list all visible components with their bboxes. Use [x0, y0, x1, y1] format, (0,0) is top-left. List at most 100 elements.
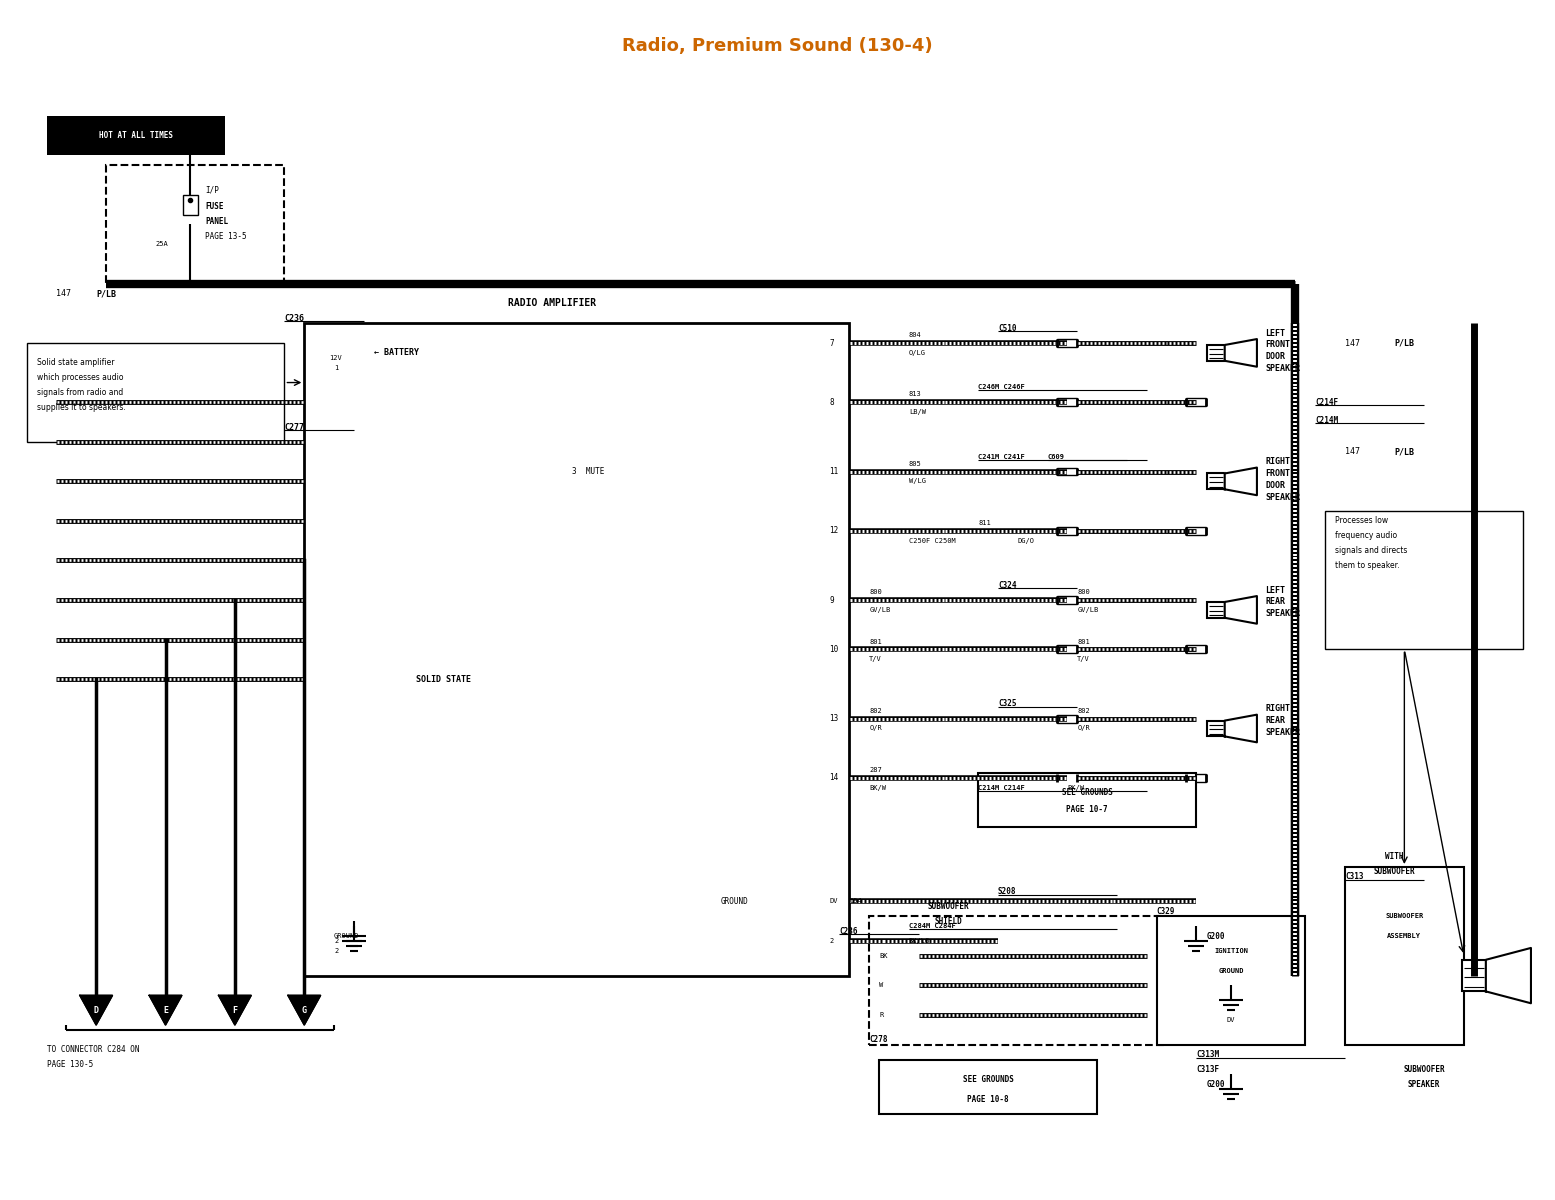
- Bar: [1057, 468, 1078, 475]
- Text: supplies it to speakers.: supplies it to speakers.: [37, 403, 126, 412]
- Text: P/LB: P/LB: [96, 289, 117, 298]
- Text: BK/W: BK/W: [1067, 785, 1084, 791]
- Text: C277: C277: [285, 422, 305, 432]
- Text: SPEAKER: SPEAKER: [1266, 365, 1300, 373]
- Text: 2: 2: [334, 938, 339, 944]
- Text: G200: G200: [1207, 931, 1225, 941]
- Bar: [183, 194, 197, 215]
- Bar: [305, 323, 849, 976]
- Text: 14: 14: [829, 774, 838, 782]
- Bar: [1207, 344, 1225, 361]
- Text: HOT AT ALL TIMES: HOT AT ALL TIMES: [100, 131, 173, 140]
- Text: C236: C236: [285, 313, 305, 323]
- Text: G: G: [302, 1006, 306, 1015]
- Text: FRONT: FRONT: [1266, 469, 1291, 478]
- Text: GROUND: GROUND: [334, 934, 359, 940]
- Text: C214M: C214M: [1316, 415, 1339, 425]
- Text: C284M C284F: C284M C284F: [908, 923, 956, 929]
- Text: FUSE: FUSE: [205, 202, 224, 211]
- Text: FRONT: FRONT: [1266, 341, 1291, 349]
- Polygon shape: [1225, 468, 1256, 496]
- Text: Processes low: Processes low: [1336, 516, 1389, 526]
- Bar: [1057, 715, 1078, 722]
- Text: D: D: [93, 1006, 98, 1015]
- Bar: [1207, 720, 1225, 737]
- Text: them to speaker.: them to speaker.: [1336, 560, 1400, 570]
- Text: O/LG: O/LG: [908, 350, 925, 356]
- Text: T/V: T/V: [1078, 656, 1090, 662]
- Polygon shape: [1487, 948, 1532, 1003]
- Bar: [1057, 774, 1078, 782]
- Text: Solid state amplifier: Solid state amplifier: [37, 359, 114, 367]
- Text: BK/LG: BK/LG: [908, 938, 930, 944]
- Polygon shape: [1225, 596, 1256, 624]
- Text: 147: 147: [56, 289, 72, 298]
- Bar: [1325, 511, 1524, 649]
- Polygon shape: [1225, 715, 1256, 743]
- Text: 802: 802: [1078, 708, 1090, 714]
- Text: O/R: O/R: [1078, 726, 1090, 732]
- Text: 804: 804: [908, 332, 922, 338]
- Text: 3  MUTE: 3 MUTE: [572, 467, 605, 476]
- Text: BK/W: BK/W: [869, 785, 886, 791]
- Polygon shape: [1225, 340, 1256, 367]
- Bar: [1186, 527, 1207, 535]
- Text: E: E: [163, 1006, 168, 1015]
- Text: RIGHT: RIGHT: [1266, 457, 1291, 466]
- Text: SUBWOOFER: SUBWOOFER: [1403, 1066, 1445, 1074]
- Text: I/P: I/P: [205, 185, 219, 194]
- Text: GROUND: GROUND: [1218, 967, 1244, 973]
- Text: RIGHT: RIGHT: [1266, 704, 1291, 713]
- Bar: [26, 343, 285, 442]
- Text: 1: 1: [334, 365, 339, 371]
- Text: signals and directs: signals and directs: [1336, 546, 1407, 556]
- Text: which processes audio: which processes audio: [37, 373, 123, 382]
- Text: R: R: [879, 1012, 883, 1018]
- Text: C278: C278: [869, 1036, 888, 1044]
- Text: DV: DV: [829, 899, 838, 905]
- Text: 813: 813: [908, 391, 922, 397]
- Text: DOOR: DOOR: [1266, 481, 1286, 490]
- Bar: [1057, 398, 1078, 407]
- Text: GROUND: GROUND: [720, 896, 748, 906]
- Text: ← BATTERY: ← BATTERY: [373, 348, 418, 358]
- Bar: [1207, 602, 1225, 618]
- Text: SOLID STATE: SOLID STATE: [415, 674, 471, 684]
- Text: 9: 9: [829, 595, 833, 605]
- Text: PAGE 13-5: PAGE 13-5: [205, 232, 247, 241]
- Text: C329: C329: [1157, 907, 1176, 916]
- Text: 2: 2: [334, 948, 339, 954]
- Text: SPEAKER: SPEAKER: [1266, 728, 1300, 737]
- Text: P/LB: P/LB: [1395, 338, 1415, 348]
- Text: SEE GROUNDS: SEE GROUNDS: [1062, 788, 1113, 797]
- Text: C510: C510: [998, 324, 1017, 332]
- Text: DG/O: DG/O: [1019, 538, 1034, 544]
- Text: C313M: C313M: [1196, 1050, 1219, 1060]
- Text: C214M C214F: C214M C214F: [978, 785, 1025, 791]
- Text: 7: 7: [829, 338, 833, 348]
- Text: 2: 2: [829, 938, 833, 944]
- Text: C241M C241F: C241M C241F: [978, 454, 1025, 460]
- Text: LEFT: LEFT: [1266, 329, 1286, 337]
- Text: 287: 287: [869, 767, 882, 773]
- Bar: [1057, 527, 1078, 535]
- Text: S208: S208: [998, 887, 1017, 896]
- Text: 800: 800: [1078, 589, 1090, 595]
- Text: 811: 811: [978, 520, 991, 526]
- Text: signals from radio and: signals from radio and: [37, 388, 123, 397]
- Bar: [1057, 340, 1078, 347]
- Bar: [879, 1060, 1098, 1114]
- Text: 11: 11: [829, 467, 838, 476]
- Text: Radio, Premium Sound (130-4): Radio, Premium Sound (130-4): [622, 37, 933, 55]
- Text: PAGE 10-7: PAGE 10-7: [1067, 805, 1109, 814]
- Text: frequency audio: frequency audio: [1336, 532, 1396, 540]
- Text: REAR: REAR: [1266, 716, 1286, 725]
- Bar: [1207, 474, 1225, 490]
- Bar: [1186, 646, 1207, 653]
- Bar: [1462, 960, 1487, 991]
- Text: 801: 801: [1078, 638, 1090, 644]
- Text: GV/LB: GV/LB: [1078, 607, 1098, 613]
- Text: C325: C325: [998, 700, 1017, 708]
- Polygon shape: [149, 995, 182, 1025]
- Text: 12V: 12V: [330, 355, 342, 361]
